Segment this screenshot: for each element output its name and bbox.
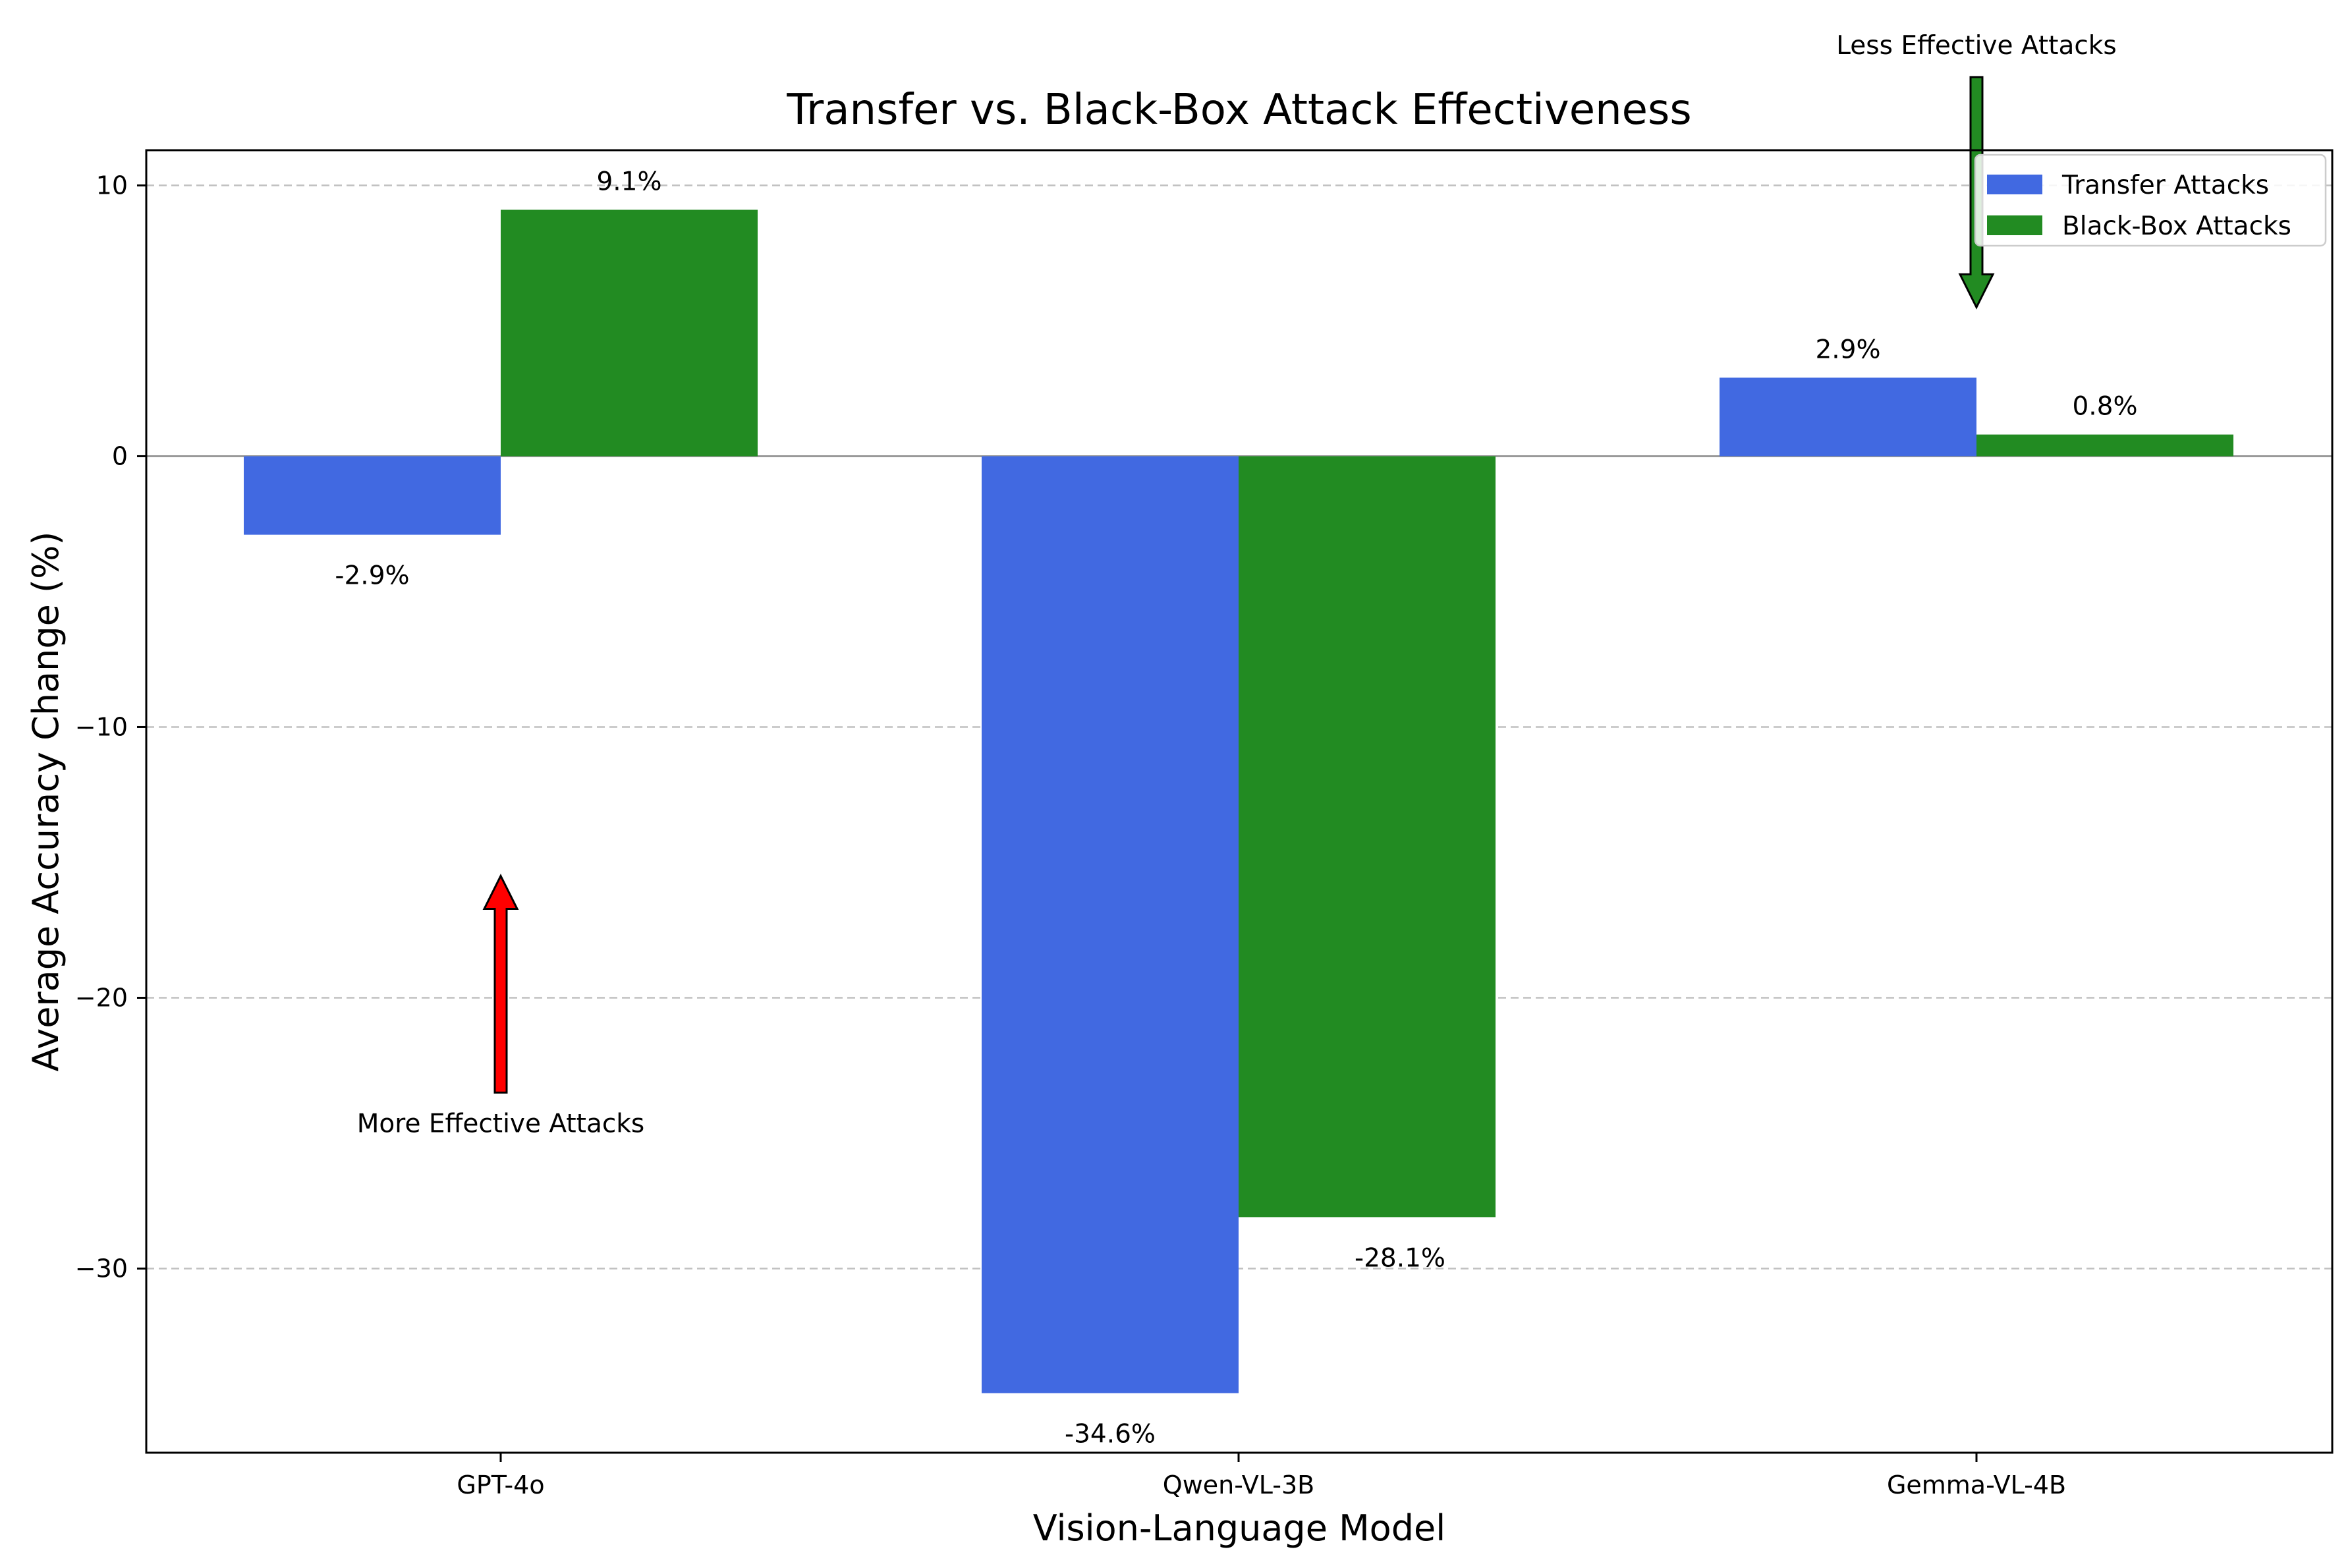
bar (1239, 456, 1496, 1218)
annotations: More Effective Attacks Less Effective Att… (357, 31, 2117, 1138)
annotation-arrow (482, 874, 519, 1094)
x-axis-label: Vision-Language Model (1033, 1507, 1445, 1549)
y-tick-label: −30 (75, 1254, 128, 1283)
legend-label: Black-Box Attacks (2062, 211, 2291, 241)
y-tick-label: −10 (75, 712, 128, 741)
x-tick-label: GPT-4o (457, 1470, 544, 1499)
bar (1720, 378, 1976, 457)
bar (1976, 434, 2233, 457)
y-tick-label: −20 (75, 983, 128, 1012)
legend-swatch (1987, 175, 2042, 194)
annotation-text: Less Effective Attacks (1836, 31, 2116, 61)
bars (244, 210, 2233, 1393)
data-label: -2.9% (335, 561, 409, 591)
bar (244, 456, 501, 535)
data-label: -28.1% (1355, 1243, 1445, 1273)
y-axis-label: Average Accuracy Change (%) (25, 532, 67, 1072)
y-tick-label: 0 (112, 441, 128, 470)
data-label: -34.6% (1065, 1420, 1156, 1449)
x-tick-label: Gemma-VL-4B (1887, 1470, 2066, 1499)
data-label: 9.1% (596, 167, 661, 196)
legend-box (1974, 154, 2327, 247)
data-labels: -2.9% -34.6% 2.9% 9.1% -28.1% 0.8% (335, 167, 2137, 1449)
legend-label: Transfer Attacks (2061, 171, 2269, 200)
legend-swatch (1987, 215, 2042, 235)
x-tick-label: Qwen-VL-3B (1163, 1470, 1314, 1499)
data-label: 2.9% (1815, 335, 1880, 364)
chart-title: Transfer vs. Black-Box Attack Effectiven… (786, 86, 1691, 134)
y-tick-label: 10 (96, 171, 128, 200)
bar (982, 456, 1239, 1393)
legend: Transfer Attacks Black-Box Attacks (1974, 154, 2327, 247)
data-label: 0.8% (2072, 392, 2137, 422)
y-ticks: 10 0 −10 −20 −30 (75, 171, 146, 1283)
bar (501, 210, 758, 457)
annotation-text: More Effective Attacks (357, 1109, 644, 1138)
x-ticks: GPT-4o Qwen-VL-3B Gemma-VL-4B (457, 1453, 2066, 1499)
